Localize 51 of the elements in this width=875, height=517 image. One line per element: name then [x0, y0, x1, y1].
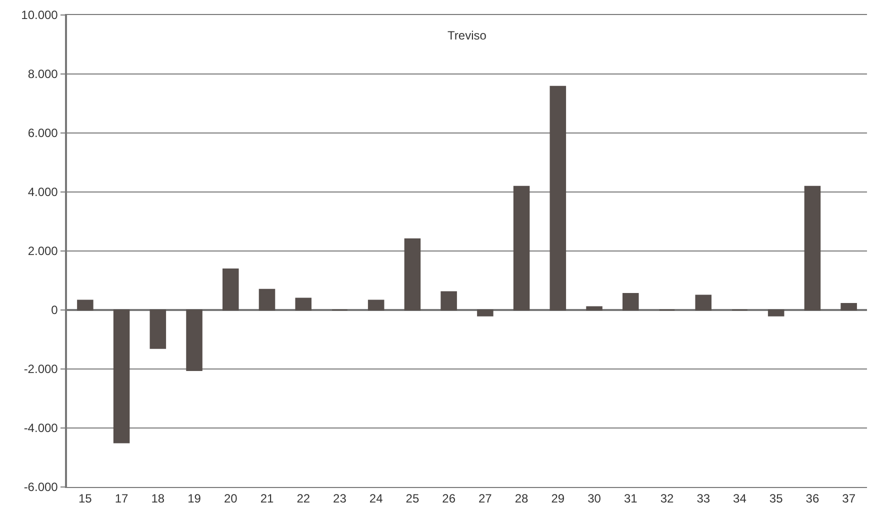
x-tick-label: 34: [733, 491, 747, 506]
y-tick-label: 8.000: [28, 67, 58, 82]
x-tick-label: 29: [551, 491, 565, 506]
bar: [550, 86, 566, 310]
y-tick-label: 4.000: [28, 185, 58, 200]
bar: [622, 292, 639, 310]
x-tick-label: 30: [588, 491, 602, 506]
bar: [113, 310, 130, 444]
x-tick-label: 25: [406, 491, 420, 506]
y-tick-label: -2.000: [24, 362, 58, 376]
y-tick-label: -4.000: [24, 421, 58, 436]
x-tick-label: 32: [660, 491, 674, 506]
x-tick-label: 35: [769, 491, 784, 506]
bar: [295, 298, 312, 310]
y-tick-label: 2.000: [28, 244, 58, 258]
y-tick-label: 10.000: [21, 8, 58, 22]
bar: [368, 300, 384, 310]
x-tick-label: 21: [260, 491, 274, 506]
y-tick-label: -6.000: [24, 480, 58, 494]
bar: [768, 310, 784, 316]
x-tick-label: 31: [624, 491, 638, 506]
x-tick-label: 26: [442, 491, 456, 506]
x-tick-label: 19: [188, 491, 202, 506]
y-tick-label: 6.000: [28, 126, 58, 140]
bar: [840, 303, 857, 310]
x-tick-label: 18: [151, 491, 165, 506]
x-tick-label: 37: [842, 491, 856, 506]
bar: [440, 291, 457, 310]
x-tick-label: 22: [296, 491, 310, 506]
x-tick-label: 36: [806, 491, 820, 506]
x-tick-label: 27: [478, 491, 492, 506]
bar: [186, 310, 202, 371]
x-tick-label: 28: [514, 491, 529, 506]
bar: [513, 186, 530, 310]
bar: [804, 186, 821, 310]
x-tick-label: 23: [333, 491, 347, 506]
text: Treviso: [448, 28, 487, 42]
x-tick-label: 15: [78, 491, 92, 506]
bar: [477, 310, 494, 316]
bar: [586, 306, 602, 310]
bar: [695, 294, 712, 310]
x-tick-label: 20: [224, 491, 238, 506]
bar: [77, 300, 94, 310]
x-tick-label: 33: [696, 491, 710, 506]
x-tick-label: 24: [369, 491, 384, 506]
bar: [258, 288, 276, 310]
x-tick-label: 17: [114, 491, 129, 506]
bar: [222, 268, 239, 310]
bar: [404, 238, 421, 310]
bar: [150, 310, 166, 349]
y-tick-label: 0: [51, 303, 58, 318]
